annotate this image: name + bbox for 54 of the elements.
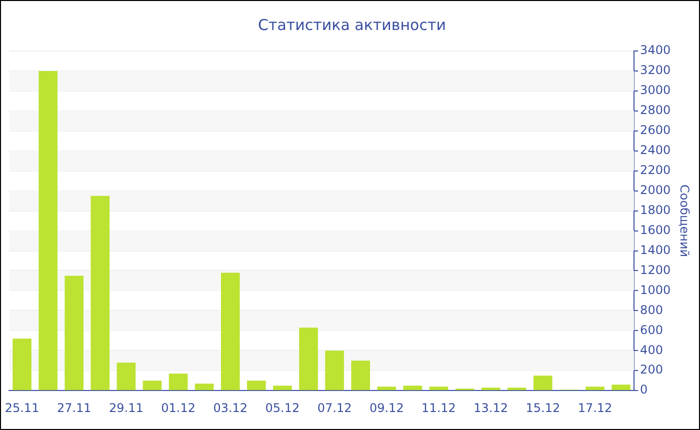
- x-tick-label: 09.12: [369, 400, 404, 415]
- bar: [273, 386, 292, 390]
- y-axis-title: Сообщений: [678, 184, 692, 258]
- y-tick-label: 2800: [640, 103, 671, 118]
- bar: [220, 272, 240, 390]
- bar: [64, 276, 84, 390]
- x-tick-label: 25.11: [4, 400, 40, 415]
- x-tick-label: 29.11: [109, 400, 144, 415]
- x-tick-label: 01.12: [161, 400, 196, 415]
- y-tick-label: 1200: [640, 262, 671, 277]
- bar: [351, 360, 370, 390]
- bar: [429, 386, 448, 390]
- bar: [116, 362, 136, 390]
- bar: [325, 350, 344, 390]
- bar: [38, 70, 58, 390]
- x-tick-label: 05.12: [265, 400, 300, 415]
- bar: [90, 196, 110, 390]
- y-tick-label: 2400: [640, 143, 671, 158]
- bar: [403, 386, 422, 390]
- y-tick-label: 1800: [640, 202, 671, 217]
- bar: [142, 380, 162, 390]
- y-tick-label: 2200: [640, 162, 671, 177]
- y-tick-label: 2600: [640, 123, 671, 138]
- y-tick-label: 600: [640, 322, 663, 337]
- x-tick-label: 13.12: [474, 400, 508, 415]
- y-tick-label: 1600: [640, 222, 671, 237]
- bar: [377, 386, 396, 390]
- y-tick-label: 200: [640, 362, 663, 377]
- bar: [12, 338, 32, 390]
- bar: [533, 376, 552, 390]
- chart-title: Статистика активности: [258, 16, 446, 34]
- bar: [507, 388, 526, 390]
- bar: [194, 384, 214, 390]
- x-tick-label: 27.11: [56, 400, 92, 415]
- bar: [168, 374, 188, 390]
- y-tick-label: 3200: [640, 63, 671, 78]
- y-tick-label: 3400: [640, 43, 671, 58]
- bar: [481, 388, 500, 390]
- bar: [247, 380, 266, 390]
- x-tick-label: 03.12: [213, 400, 248, 415]
- y-tick-label: 800: [640, 302, 663, 317]
- y-tick-label: 1000: [640, 282, 671, 297]
- bar: [586, 386, 604, 390]
- x-tick-label: 17.12: [578, 400, 612, 415]
- x-tick-label: 11.12: [422, 400, 456, 415]
- x-tick-label: 07.12: [317, 400, 352, 415]
- y-tick-label: 400: [640, 342, 663, 357]
- y-tick-label: 2000: [640, 182, 671, 197]
- y-tick-label: 3000: [640, 83, 671, 98]
- y-tick-label: 0: [640, 382, 648, 397]
- x-tick-label: 15.12: [526, 400, 560, 415]
- bar: [612, 384, 630, 390]
- y-tick-label: 1400: [640, 242, 671, 257]
- bar: [299, 328, 318, 390]
